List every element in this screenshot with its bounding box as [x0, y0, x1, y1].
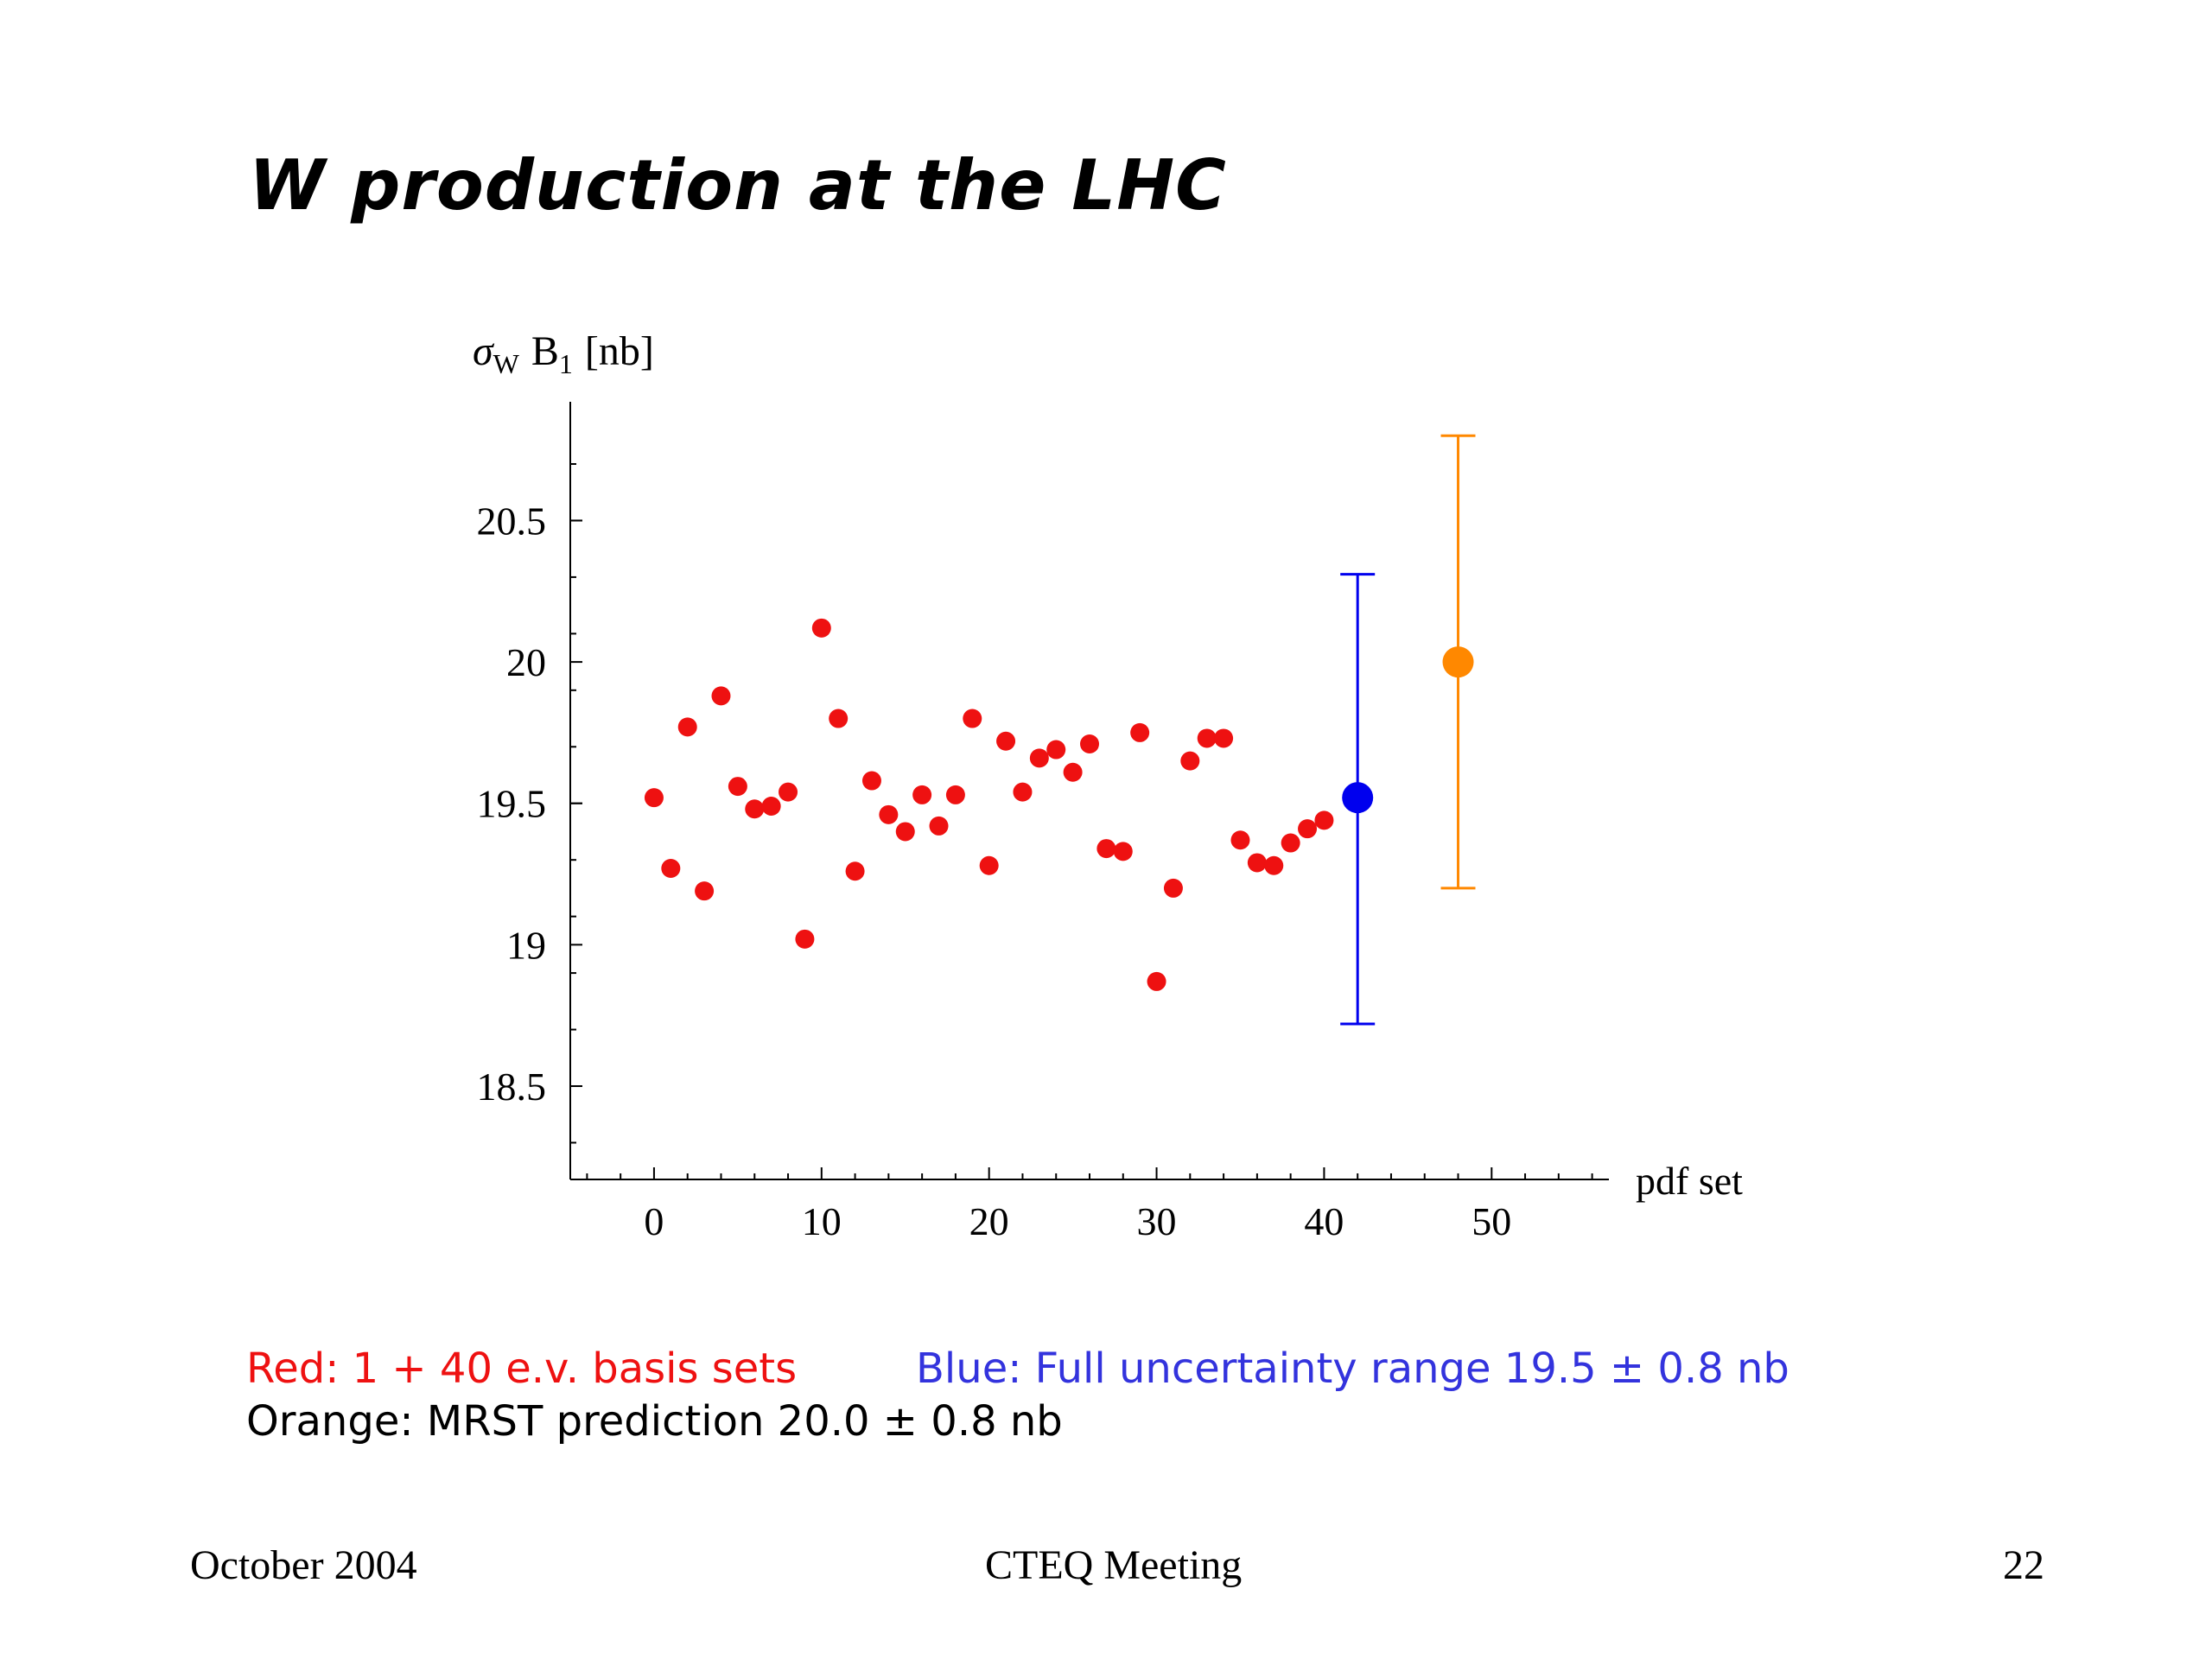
- summary-point: [1342, 782, 1374, 814]
- y-tick-label: 19.5: [477, 782, 547, 826]
- y-tick-label: 19: [506, 923, 546, 967]
- data-point: [644, 788, 664, 808]
- data-point: [1046, 740, 1066, 760]
- data-point: [996, 731, 1016, 751]
- data-point: [1247, 853, 1267, 873]
- data-point: [1264, 855, 1284, 875]
- data-point: [695, 881, 715, 901]
- data-point: [677, 717, 697, 737]
- chart-points: [644, 618, 1474, 991]
- data-point: [1113, 842, 1133, 861]
- caption-orange: Orange: MRST prediction 20.0 ± 0.8 nb: [246, 1397, 1063, 1446]
- chart-axes: [569, 402, 1609, 1180]
- x-axis-label: pdf set: [1636, 1159, 1743, 1203]
- data-point: [1029, 748, 1049, 768]
- data-point: [912, 785, 932, 804]
- data-point: [1314, 810, 1334, 830]
- data-point: [1180, 751, 1200, 771]
- data-point: [963, 709, 982, 728]
- data-point: [1197, 728, 1217, 748]
- data-point: [728, 777, 747, 797]
- data-point: [661, 859, 681, 878]
- data-point: [1163, 878, 1183, 898]
- data-point: [945, 785, 965, 804]
- data-point: [1080, 734, 1099, 753]
- data-point: [1281, 833, 1300, 853]
- data-point: [779, 782, 798, 802]
- data-point: [795, 929, 815, 949]
- slide-title: W production at the LHC: [249, 145, 1227, 226]
- data-point: [879, 804, 899, 824]
- footer-page-number: 22: [2003, 1542, 2044, 1588]
- data-point: [1130, 722, 1150, 742]
- data-point: [811, 618, 831, 638]
- chart-tick-labels: 0 10 20 30 40 50 18.5 19 19.5 20 20.5: [477, 499, 1512, 1243]
- data-point: [1298, 819, 1318, 839]
- data-point: [745, 799, 765, 819]
- data-point: [711, 686, 731, 706]
- footer-meeting: CTEQ Meeting: [985, 1542, 1243, 1588]
- data-point: [979, 855, 999, 875]
- data-point: [845, 861, 865, 881]
- x-tick-label: 50: [1471, 1199, 1511, 1243]
- x-tick-label: 10: [802, 1199, 842, 1243]
- chart-ticks: [570, 463, 1593, 1179]
- y-axis-label: σW B1 [nb]: [473, 328, 654, 379]
- caption-red: Red: 1 + 40 e.v. basis sets: [246, 1344, 798, 1393]
- caption-blue: Blue: Full uncertainty range 19.5 ± 0.8 …: [916, 1344, 1789, 1393]
- y-tick-label: 18.5: [477, 1065, 547, 1109]
- x-tick-label: 0: [644, 1199, 664, 1243]
- chart-error-bars: [1340, 434, 1476, 1026]
- x-tick-label: 40: [1304, 1199, 1344, 1243]
- y-tick-label: 20.5: [477, 499, 547, 543]
- x-tick-label: 20: [969, 1199, 1009, 1243]
- data-point: [1013, 782, 1033, 802]
- data-point: [929, 816, 949, 836]
- data-point: [1230, 830, 1250, 850]
- data-point: [761, 797, 781, 816]
- summary-point: [1442, 646, 1474, 678]
- data-point: [895, 822, 915, 842]
- data-point: [1214, 728, 1234, 748]
- x-tick-label: 30: [1137, 1199, 1177, 1243]
- data-point: [829, 709, 849, 728]
- data-point: [1063, 762, 1083, 782]
- y-tick-label: 20: [506, 640, 546, 684]
- data-point: [861, 771, 881, 791]
- data-point: [1096, 839, 1116, 859]
- data-point: [1147, 971, 1166, 991]
- footer-date: October 2004: [190, 1542, 417, 1588]
